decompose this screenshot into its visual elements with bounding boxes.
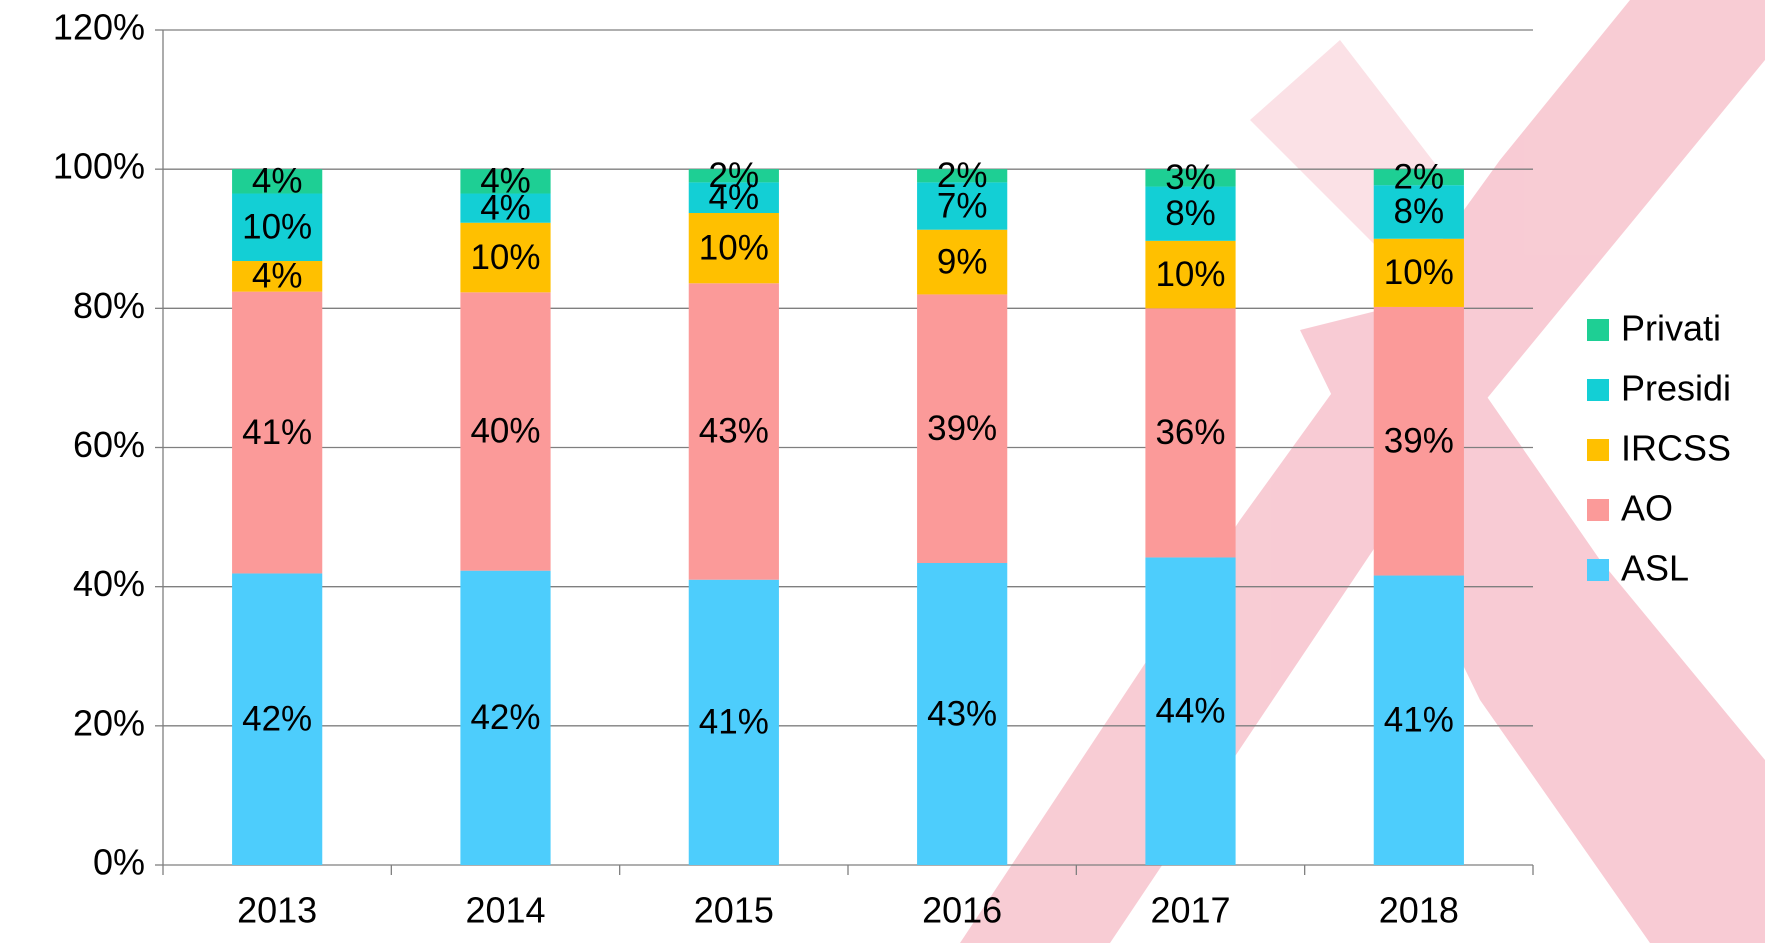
x-tick-label: 2016 [922, 890, 1002, 931]
bar-segment [688, 579, 779, 865]
bar-segment [460, 292, 551, 571]
bar-segment [1145, 169, 1236, 187]
data-label: 41% [242, 413, 312, 452]
legend-label: AO [1621, 488, 1673, 529]
legend-swatch [1587, 439, 1609, 461]
legend-label: IRCSS [1621, 428, 1731, 469]
bar-segment [917, 182, 1008, 230]
bar-segment [232, 291, 323, 574]
data-label: 9% [937, 242, 988, 281]
data-label: 41% [1384, 701, 1454, 740]
bar-segment [1373, 306, 1464, 576]
data-label: 2% [709, 156, 760, 195]
x-tick-label: 2013 [237, 890, 317, 931]
legend-swatch [1587, 319, 1609, 341]
y-tick-label: 100% [53, 146, 145, 187]
y-tick-label: 20% [73, 702, 145, 743]
y-tick-label: 60% [73, 424, 145, 465]
data-label: 4% [480, 188, 531, 227]
bar-segment [917, 563, 1008, 865]
bar-segment [460, 193, 551, 223]
legend-swatch [1587, 379, 1609, 401]
legend-label: Privati [1621, 308, 1721, 349]
y-tick-label: 120% [53, 7, 145, 48]
bar-segment [1145, 557, 1236, 865]
y-tick-label: 0% [93, 842, 145, 883]
data-label: 3% [1165, 158, 1216, 197]
bar-segment [1145, 308, 1236, 558]
data-label: 2% [1394, 157, 1445, 196]
data-label: 39% [1384, 421, 1454, 460]
y-tick-label: 80% [73, 285, 145, 326]
data-label: 10% [699, 228, 769, 267]
bar-segment [688, 169, 779, 183]
legend-label: Presidi [1621, 368, 1731, 409]
legend-swatch [1587, 499, 1609, 521]
data-label: 43% [927, 694, 997, 733]
data-label: 36% [1155, 413, 1225, 452]
data-label: 41% [699, 703, 769, 742]
data-label: 2% [937, 156, 988, 195]
legend-label: ASL [1621, 548, 1689, 589]
data-label: 42% [242, 699, 312, 738]
bar-segment [917, 169, 1008, 183]
data-label: 8% [1165, 194, 1216, 233]
data-label: 10% [1384, 253, 1454, 292]
data-label: 42% [470, 698, 540, 737]
bar-segment [1373, 238, 1464, 307]
x-tick-label: 2014 [465, 890, 545, 931]
bar-segment [232, 573, 323, 865]
x-tick-label: 2017 [1150, 890, 1230, 931]
bar-segment [1145, 186, 1236, 241]
data-label: 8% [1394, 192, 1445, 231]
bar-segment [917, 294, 1008, 564]
plot-area: 0%20%40%60%80%100%120%201342%41%4%10%4%2… [53, 7, 1731, 931]
bar-segment [688, 182, 779, 214]
data-label: 4% [252, 257, 303, 296]
data-label: 44% [1155, 691, 1225, 730]
bar-segment [688, 283, 779, 580]
data-label: 10% [242, 208, 312, 247]
data-label: 40% [470, 412, 540, 451]
y-tick-label: 40% [73, 563, 145, 604]
data-label: 4% [709, 178, 760, 217]
data-label: 7% [937, 186, 988, 225]
bar-segment [1373, 575, 1464, 865]
bar-segment [1145, 240, 1236, 309]
data-label: 10% [1155, 255, 1225, 294]
bar-segment [688, 213, 779, 284]
bar-segment [1373, 169, 1464, 186]
bar-segment [460, 169, 551, 194]
data-label: 43% [699, 412, 769, 451]
bar-segment [232, 193, 323, 262]
bar-segment [1373, 185, 1464, 239]
data-label: 4% [480, 162, 531, 201]
bar-segment [232, 261, 323, 292]
bar-segment [460, 570, 551, 865]
data-label: 4% [252, 162, 303, 201]
bar-segment [460, 222, 551, 293]
data-label: 39% [927, 409, 997, 448]
data-label: 10% [470, 238, 540, 277]
bar-segment [232, 169, 323, 194]
background-ribbon [960, 0, 1765, 943]
bar-segment [917, 229, 1008, 295]
x-tick-label: 2018 [1379, 890, 1459, 931]
x-tick-label: 2015 [694, 890, 774, 931]
legend-swatch [1587, 559, 1609, 581]
